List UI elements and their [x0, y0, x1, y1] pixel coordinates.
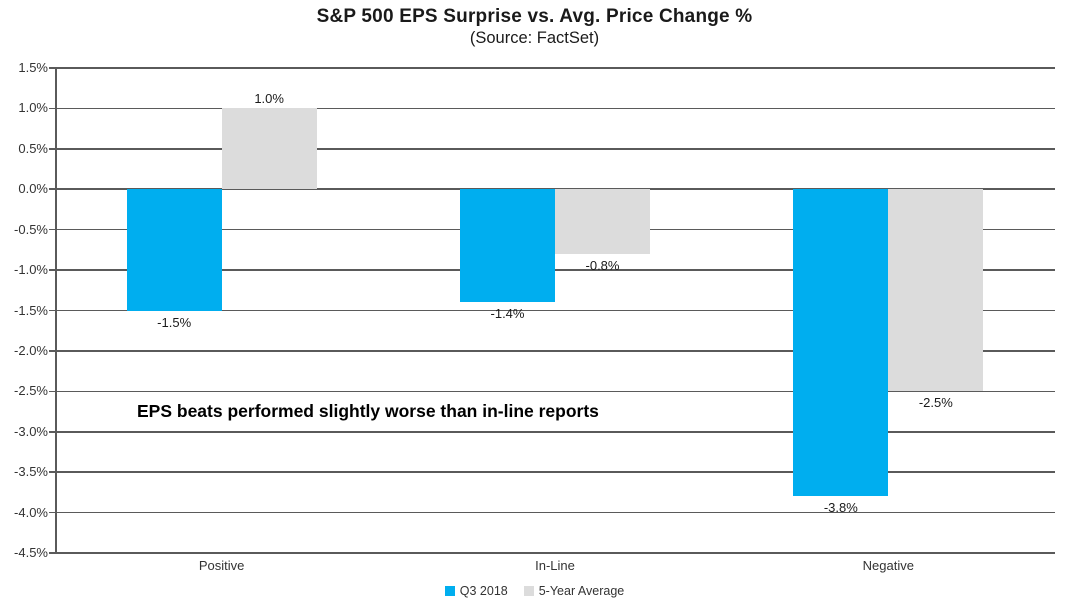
- grid-line: [55, 309, 1055, 312]
- chart-subtitle: (Source: FactSet): [469, 29, 600, 47]
- bar-value-label: -2.5%: [918, 395, 953, 411]
- y-tick-label: -2.5%: [14, 383, 48, 399]
- y-tick-label: -2.0%: [14, 342, 48, 358]
- legend-label: 5-Year Average: [538, 584, 625, 598]
- bar-value-label: -3.8%: [823, 500, 858, 516]
- grid-line: [55, 350, 1055, 352]
- bar-value-label: -1.5%: [157, 314, 192, 330]
- y-axis-tick: [49, 430, 55, 433]
- legend-swatch-icon: [444, 586, 455, 596]
- y-axis-tick: [49, 107, 55, 110]
- bar-5-year-average-positive: [221, 108, 317, 190]
- y-axis-tick: [49, 148, 55, 150]
- y-tick-label: -3.0%: [14, 423, 48, 439]
- grid-line: [55, 67, 1055, 69]
- legend-swatch-icon: [523, 586, 534, 596]
- annotation-text: EPS beats performed slightly worse than …: [137, 401, 599, 421]
- legend-item-5-year-average: 5-Year Average: [523, 584, 625, 598]
- legend-item-q3-2018: Q3 2018: [444, 584, 508, 598]
- y-tick-label: 1.5%: [18, 60, 48, 75]
- grid-line: [55, 390, 1055, 393]
- bar-5-year-average-in-line: [555, 189, 650, 254]
- grid-line: [55, 148, 1055, 150]
- grid-line: [55, 511, 1055, 514]
- x-axis-category-label: Positive: [198, 558, 245, 573]
- y-axis-tick: [49, 269, 55, 271]
- legend-label: Q3 2018: [459, 584, 508, 598]
- y-tick-label: 1.0%: [18, 100, 48, 116]
- grid-line: [55, 107, 1055, 110]
- y-axis-tick: [49, 228, 55, 231]
- y-tick-label: -1.5%: [14, 302, 48, 318]
- bar-value-label: -1.4%: [490, 306, 525, 322]
- y-axis-tick: [49, 350, 55, 352]
- bar-q3-2018-negative: [793, 189, 889, 497]
- y-tick-label: -1.0%: [14, 262, 48, 278]
- bar-q3-2018-positive: [126, 189, 222, 311]
- y-axis-tick: [49, 390, 55, 393]
- y-tick-label: 0.0%: [18, 181, 48, 197]
- y-tick-label: 0.5%: [18, 140, 48, 156]
- bar-5-year-average-negative: [888, 189, 984, 392]
- y-tick-label: -0.5%: [14, 221, 48, 237]
- y-axis-tick: [49, 188, 55, 191]
- grid-line: [55, 430, 1055, 433]
- grid-line: [55, 188, 1055, 191]
- y-tick-label: -3.5%: [14, 464, 48, 480]
- y-axis-tick: [49, 552, 55, 554]
- bar-value-label: 1.0%: [254, 91, 284, 107]
- grid-line: [55, 471, 1055, 473]
- grid-line: [55, 552, 1055, 554]
- y-axis-tick: [49, 471, 55, 473]
- y-axis-tick: [49, 67, 55, 69]
- y-axis-tick: [49, 511, 55, 514]
- y-axis-line: [55, 68, 57, 553]
- legend: Q3 2018 5-Year Average: [0, 584, 1069, 598]
- x-axis-category-label: In-Line: [535, 558, 575, 573]
- bar-value-label: -0.8%: [585, 257, 620, 273]
- x-axis-category-label: Negative: [862, 558, 914, 573]
- grid-line: [55, 269, 1055, 271]
- y-tick-label: -4.5%: [14, 545, 48, 560]
- bar-q3-2018-in-line: [460, 189, 555, 303]
- chart-title: S&P 500 EPS Surprise vs. Avg. Price Chan…: [316, 6, 753, 27]
- y-tick-label: -4.0%: [14, 504, 48, 520]
- y-axis-tick: [49, 309, 55, 312]
